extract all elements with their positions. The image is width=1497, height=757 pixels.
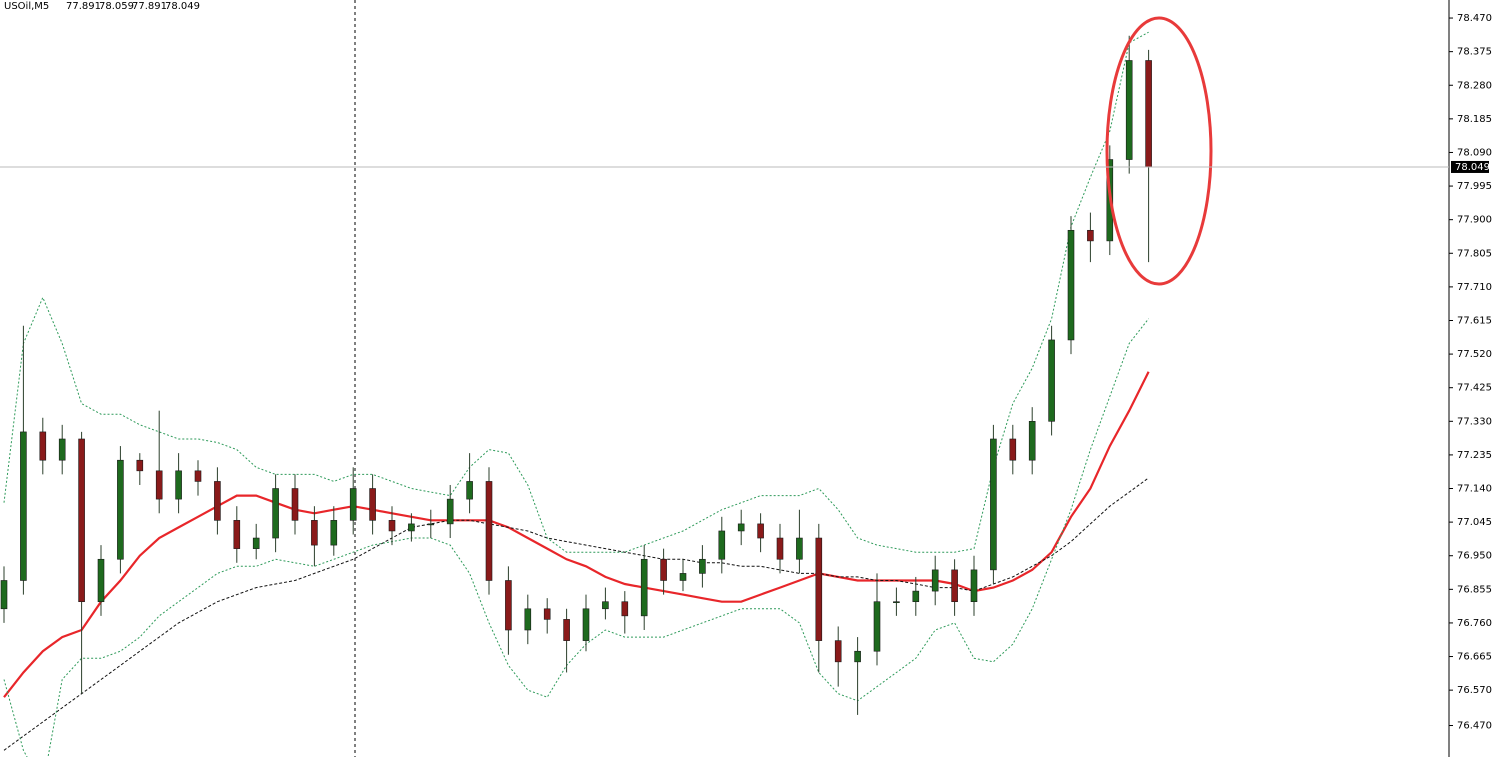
y-tick-label: 76.760 — [1457, 618, 1492, 629]
candle-body — [679, 573, 687, 581]
candle-body — [369, 488, 376, 521]
candle-body — [136, 459, 144, 472]
header-value: 78.059 — [99, 1, 134, 12]
candle-body — [699, 558, 706, 574]
candle-body — [446, 498, 454, 525]
candle-body — [854, 650, 861, 663]
y-tick-label: 77.805 — [1457, 248, 1492, 259]
symbol-title: USOil,M5 — [4, 1, 49, 12]
candle-body — [291, 488, 299, 521]
candle-body — [117, 459, 124, 560]
y-tick-label: 76.950 — [1457, 551, 1492, 562]
y-tick-label: 76.855 — [1457, 584, 1492, 595]
candle-body — [563, 619, 570, 641]
current-price-box — [1451, 160, 1489, 173]
candle-body — [0, 580, 8, 610]
candle-body — [20, 431, 27, 581]
candle-body — [524, 608, 532, 631]
candle-body — [621, 601, 629, 617]
candle-body — [602, 601, 609, 610]
current-price-label: 78.049 — [1455, 162, 1490, 173]
candle-body — [175, 470, 182, 500]
candle-body — [233, 520, 241, 549]
candle-body — [951, 569, 958, 603]
candle-body — [776, 537, 784, 560]
candle-body — [58, 438, 66, 461]
header-value: 77.891 — [132, 1, 167, 12]
y-tick-label: 77.995 — [1457, 181, 1492, 192]
y-tick-label: 78.470 — [1457, 13, 1492, 24]
highlight-ellipse — [1105, 16, 1213, 286]
candle-body — [388, 520, 396, 532]
plot — [0, 31, 1152, 757]
y-tick-label: 77.235 — [1457, 450, 1492, 461]
y-tick-label: 78.090 — [1457, 147, 1492, 158]
candle-body — [757, 523, 764, 539]
candle-body — [466, 481, 473, 500]
y-tick-label: 77.425 — [1457, 383, 1492, 394]
overlay-line — [3, 477, 1149, 751]
candle-body — [330, 520, 338, 546]
candle-body — [912, 590, 920, 603]
header-value: 77.891 — [66, 1, 101, 12]
overlay-line — [3, 318, 1149, 757]
y-tick-label: 76.470 — [1457, 721, 1492, 732]
candle-body — [349, 488, 357, 521]
overlay-line — [3, 371, 1150, 698]
candle-body — [311, 520, 318, 546]
candle-body — [78, 438, 85, 603]
y-tick-label: 77.140 — [1457, 484, 1492, 495]
candle-body — [214, 481, 221, 521]
candle-body — [990, 438, 997, 571]
candle-body — [155, 470, 163, 500]
y-tick-label: 78.185 — [1457, 114, 1492, 125]
candle-body — [1028, 421, 1036, 461]
candle-body — [1067, 229, 1075, 341]
candle-body — [1145, 60, 1152, 168]
y-tick-label: 77.045 — [1457, 517, 1492, 528]
y-tick-label: 77.330 — [1457, 416, 1492, 427]
candle-body — [194, 470, 202, 482]
y-tick-label: 78.375 — [1457, 47, 1492, 58]
candle-body — [97, 558, 105, 603]
candle-body — [582, 608, 590, 641]
y-tick-label: 76.665 — [1457, 652, 1492, 663]
y-tick-label: 77.520 — [1457, 349, 1492, 360]
candle-body — [660, 558, 667, 581]
candle-body — [1125, 60, 1133, 160]
y-tick-label: 78.280 — [1457, 80, 1492, 91]
candle-body — [1048, 339, 1055, 422]
candle-body — [252, 537, 260, 549]
candle-body — [834, 640, 842, 663]
candle-body — [272, 488, 279, 539]
candle-body — [970, 569, 978, 603]
candle-body — [39, 431, 47, 461]
candle-body — [505, 580, 512, 631]
header-value: 78.049 — [165, 1, 200, 12]
y-tick-label: 77.900 — [1457, 215, 1492, 226]
candle-body — [796, 537, 803, 560]
candle-body — [1009, 438, 1017, 461]
y-tick-label: 77.710 — [1457, 282, 1492, 293]
candle-body — [543, 608, 551, 620]
candle-body — [427, 523, 435, 526]
candle-body — [893, 601, 900, 604]
candle-body — [718, 530, 726, 560]
candle-body — [1087, 229, 1094, 242]
candle-body — [873, 601, 881, 652]
candle-body — [640, 558, 648, 617]
candle-body — [485, 481, 493, 581]
candle-body — [737, 523, 745, 532]
y-tick-label: 77.615 — [1457, 315, 1492, 326]
overlay-line — [3, 31, 1149, 553]
candle-body — [408, 523, 415, 532]
candle-body — [931, 569, 939, 592]
y-tick-label: 76.570 — [1457, 685, 1492, 696]
candle-body — [815, 537, 823, 641]
